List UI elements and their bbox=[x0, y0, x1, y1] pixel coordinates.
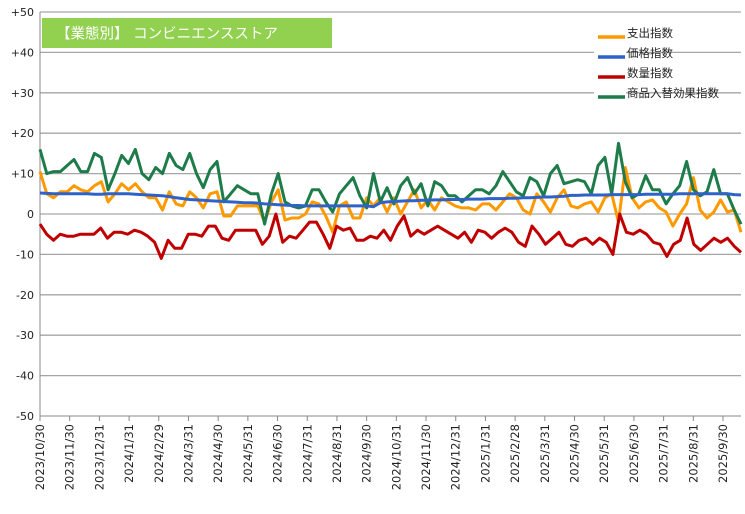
x-tick-label: 2025/1/31 bbox=[478, 424, 492, 483]
x-tick-label: 2023/12/31 bbox=[92, 424, 106, 490]
y-axis: +50 +40 +30 +20 +10 0 -10 -20 -30 -40 -50 bbox=[11, 6, 41, 423]
series-lines bbox=[38, 141, 743, 260]
x-tick-label: 2023/10/30 bbox=[33, 424, 47, 490]
chart-title-box: 【業態別】 コンビニエンスストア bbox=[42, 18, 332, 48]
legend-label: 価格指数 bbox=[627, 46, 673, 60]
legend-label: 商品入替効果指数 bbox=[627, 86, 719, 100]
x-tick-label: 2024/9/30 bbox=[360, 424, 374, 483]
series-line-2 bbox=[38, 212, 743, 260]
y-tick-label: -10 bbox=[16, 248, 34, 261]
x-tick-label: 2023/11/30 bbox=[63, 424, 77, 490]
y-tick-label: -50 bbox=[16, 410, 34, 423]
x-axis: 2023/10/30 2023/11/30 2023/12/31 2024/1/31 2… bbox=[33, 415, 741, 490]
y-tick-label: -30 bbox=[16, 329, 34, 342]
series-line-1 bbox=[39, 191, 742, 209]
x-tick-label: 2024/12/31 bbox=[449, 424, 463, 490]
y-tick-label: 0 bbox=[27, 208, 34, 221]
chart-title: 【業態別】 コンビニエンスストア bbox=[56, 26, 278, 43]
series-line-3 bbox=[38, 141, 743, 226]
legend-label: 数量指数 bbox=[627, 66, 673, 80]
grid-lines bbox=[40, 11, 741, 377]
y-tick-label: +30 bbox=[11, 87, 34, 100]
x-tick-label: 2024/1/31 bbox=[122, 424, 136, 483]
x-tick-label: 2025/8/31 bbox=[686, 424, 700, 483]
x-tick-label: 2024/10/31 bbox=[389, 424, 403, 490]
y-tick-label: +40 bbox=[11, 46, 34, 59]
x-tick-label: 2025/9/30 bbox=[716, 424, 730, 483]
x-tick-label: 2025/5/31 bbox=[597, 424, 611, 483]
x-tick-label: 2024/6/30 bbox=[271, 424, 285, 483]
x-tick-label: 2025/3/31 bbox=[538, 424, 552, 483]
x-tick-label: 2024/4/30 bbox=[211, 424, 225, 483]
legend-label: 支出指数 bbox=[627, 26, 673, 40]
y-tick-label: +10 bbox=[11, 168, 34, 181]
x-tick-label: 2024/5/31 bbox=[241, 424, 255, 483]
x-tick-label: 2024/8/31 bbox=[330, 424, 344, 483]
x-tick-label: 2025/4/30 bbox=[568, 424, 582, 483]
x-tick-label: 2024/3/31 bbox=[181, 424, 195, 483]
x-tick-label: 2024/7/31 bbox=[300, 424, 314, 483]
x-tick-label: 2025/7/31 bbox=[657, 424, 671, 483]
x-tick-label: 2024/11/30 bbox=[419, 424, 433, 490]
y-tick-label: +50 bbox=[11, 6, 34, 19]
x-tick-label: 2024/2/29 bbox=[152, 424, 166, 483]
y-tick-label: -40 bbox=[16, 370, 34, 383]
x-tick-label: 2025/2/28 bbox=[508, 424, 522, 483]
x-tick-label: 2025/6/30 bbox=[627, 424, 641, 483]
y-tick-label: -20 bbox=[16, 289, 34, 302]
y-tick-label: +20 bbox=[11, 127, 34, 140]
